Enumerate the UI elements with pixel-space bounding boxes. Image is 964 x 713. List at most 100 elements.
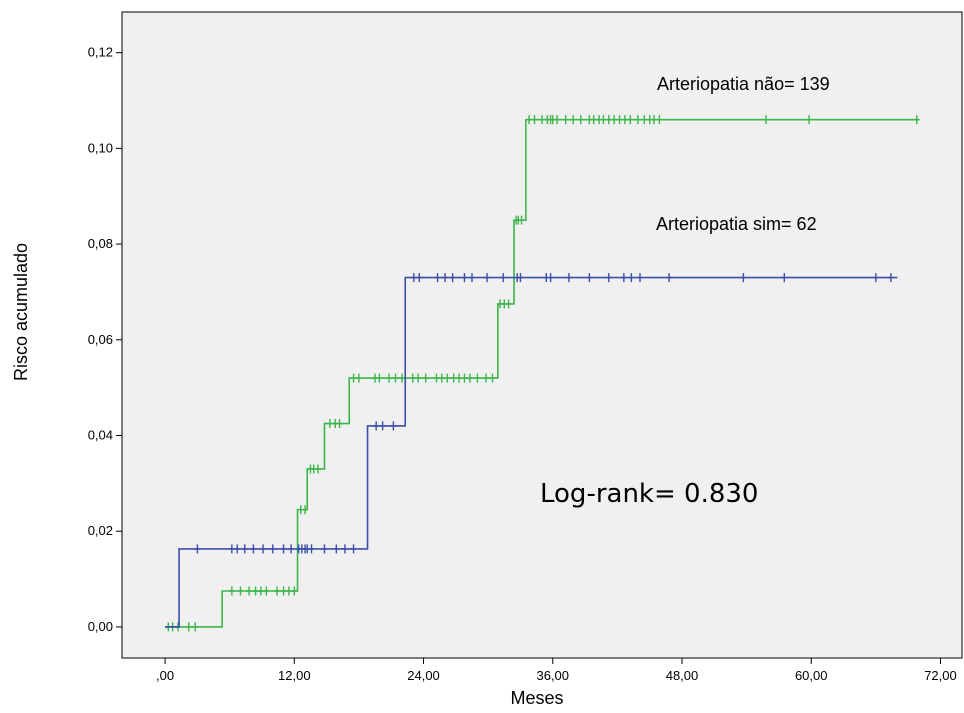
censor-mark bbox=[438, 373, 445, 383]
censor-mark bbox=[600, 115, 607, 125]
censor-mark bbox=[336, 419, 343, 429]
censor-mark bbox=[234, 544, 241, 554]
censor-mark bbox=[321, 544, 328, 554]
y-tick-label: 0,00 bbox=[88, 619, 113, 634]
x-tick-label: ,00 bbox=[156, 668, 174, 683]
axes: ,00 12,00 24,00 36,00 48,00 60,00 72,00 0,00 0,0… bbox=[88, 45, 957, 683]
censor-mark bbox=[392, 373, 399, 383]
censor-mark bbox=[434, 273, 441, 283]
series-label-arteriopatia-nao: Arteriopatia não= 139 bbox=[657, 74, 830, 94]
censor-mark bbox=[194, 544, 201, 554]
censor-mark bbox=[505, 299, 512, 309]
censor-mark bbox=[913, 115, 920, 125]
censor-mark bbox=[315, 464, 321, 474]
censor-mark bbox=[280, 544, 287, 554]
plot-area bbox=[121, 11, 963, 659]
censor-mark bbox=[806, 115, 813, 125]
censor-mark bbox=[373, 421, 380, 431]
censor-mark bbox=[577, 115, 584, 125]
censor-mark bbox=[442, 273, 449, 283]
censor-mark bbox=[250, 544, 257, 554]
censor-mark bbox=[350, 544, 357, 554]
series-line-1 bbox=[165, 276, 898, 628]
censor-mark bbox=[539, 115, 545, 125]
censor-mark bbox=[291, 586, 298, 596]
censor-mark bbox=[634, 115, 641, 125]
censor-mark bbox=[386, 373, 393, 383]
censor-mark bbox=[605, 273, 612, 283]
censor-mark bbox=[641, 115, 648, 125]
x-tick-label: 36,00 bbox=[536, 668, 569, 683]
censor-mark bbox=[257, 586, 264, 596]
censor-mark bbox=[410, 273, 417, 283]
censor-mark bbox=[466, 373, 473, 383]
censor-mark bbox=[379, 421, 386, 431]
censor-mark bbox=[500, 273, 507, 283]
censor-mark bbox=[228, 586, 235, 596]
censor-mark bbox=[416, 273, 423, 283]
censor-mark bbox=[461, 273, 468, 283]
y-tick-label: 0,10 bbox=[88, 140, 113, 155]
series-label-arteriopatia-sim: Arteriopatia sim= 62 bbox=[656, 214, 817, 234]
censor-mark bbox=[376, 373, 383, 383]
censor-mark bbox=[666, 273, 673, 283]
censor-mark bbox=[326, 419, 333, 429]
censor-mark bbox=[656, 115, 663, 125]
x-tick-label: 60,00 bbox=[795, 668, 828, 683]
x-tick-label: 12,00 bbox=[278, 668, 311, 683]
censor-mark bbox=[444, 373, 451, 383]
censor-mark bbox=[586, 273, 593, 283]
censor-mark bbox=[450, 373, 457, 383]
censor-mark bbox=[415, 373, 422, 383]
censor-mark bbox=[621, 115, 628, 125]
censor-mark bbox=[637, 273, 643, 283]
x-tick-label: 48,00 bbox=[666, 668, 699, 683]
censor-mark bbox=[531, 115, 538, 125]
x-tick-label: 24,00 bbox=[407, 668, 440, 683]
censor-mark bbox=[422, 373, 429, 383]
censor-mark bbox=[616, 115, 623, 125]
censor-mark bbox=[547, 273, 554, 283]
censor-mark bbox=[302, 505, 309, 515]
censor-mark bbox=[483, 373, 489, 383]
censor-mark bbox=[489, 373, 496, 383]
censor-mark bbox=[285, 586, 292, 596]
log-rank-annotation: Log-rank= 0.830 bbox=[540, 479, 758, 509]
censor-mark bbox=[517, 273, 524, 283]
censor-mark bbox=[461, 373, 468, 383]
censor-mark bbox=[350, 373, 357, 383]
y-tick-label: 0,06 bbox=[88, 332, 113, 347]
y-tick-label: 0,12 bbox=[88, 45, 113, 60]
censor-mark bbox=[627, 115, 634, 125]
censor-mark bbox=[763, 115, 769, 125]
censor-mark bbox=[554, 115, 561, 125]
censor-mark bbox=[355, 373, 362, 383]
y-axis-title: Risco acumulado bbox=[11, 243, 31, 381]
censor-mark bbox=[333, 544, 340, 554]
censor-mark bbox=[565, 273, 572, 283]
censor-mark bbox=[590, 115, 597, 125]
censor-mark bbox=[399, 373, 405, 383]
censor-mark bbox=[241, 544, 248, 554]
censor-mark bbox=[409, 373, 416, 383]
censor-mark bbox=[518, 215, 525, 225]
censor-mark bbox=[620, 273, 627, 283]
y-tick-label: 0,08 bbox=[88, 236, 113, 251]
censor-mark bbox=[562, 115, 569, 125]
censor-mark bbox=[308, 544, 315, 554]
censor-mark bbox=[570, 115, 577, 125]
censor-mark bbox=[185, 622, 192, 632]
censor-mark bbox=[887, 273, 894, 283]
censor-mark bbox=[456, 373, 463, 383]
censor-mark bbox=[449, 273, 456, 283]
censor-mark bbox=[605, 115, 612, 125]
censor-mark bbox=[469, 273, 475, 283]
censor-mark bbox=[781, 273, 788, 283]
censor-mark bbox=[246, 586, 253, 596]
censor-mark bbox=[341, 544, 348, 554]
x-tick-label: 72,00 bbox=[924, 668, 957, 683]
censor-mark bbox=[484, 273, 491, 283]
series-layer bbox=[165, 115, 920, 632]
y-tick-label: 0,02 bbox=[88, 523, 113, 538]
